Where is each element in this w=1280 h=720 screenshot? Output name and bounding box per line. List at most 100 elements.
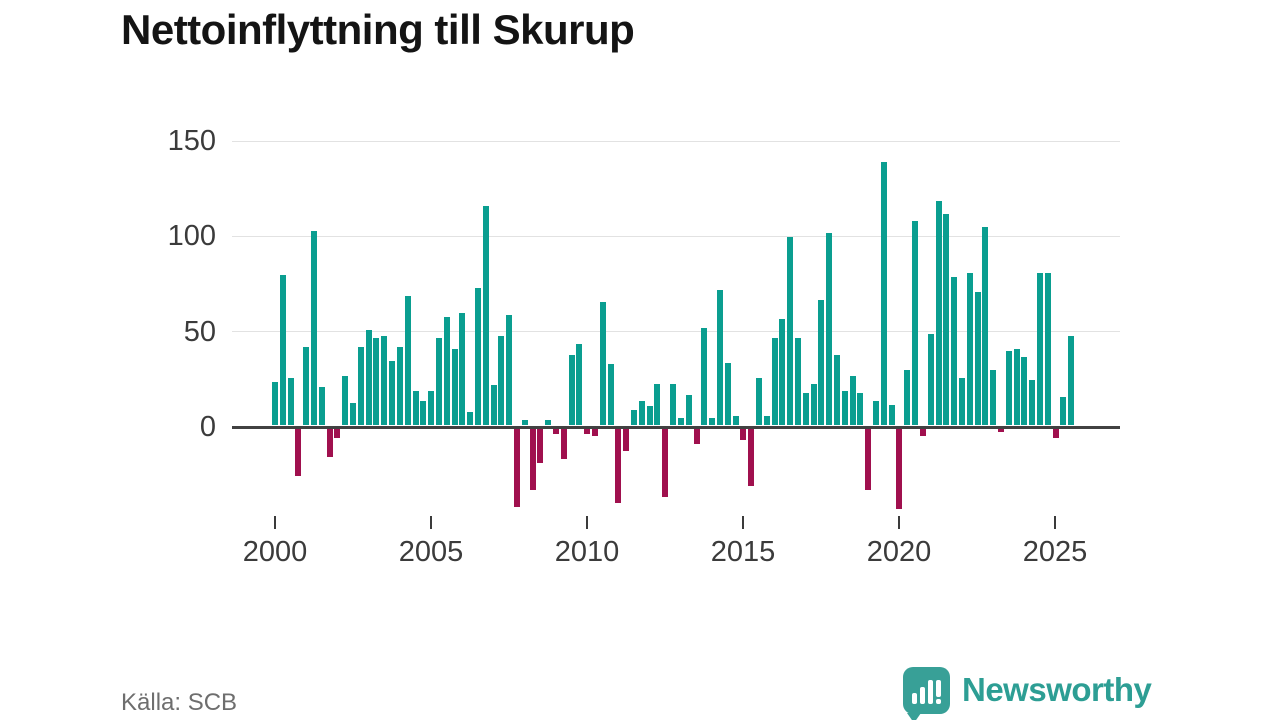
bar-quarter-101	[1060, 396, 1067, 426]
logo-exclamation-dot-icon	[936, 698, 941, 704]
bar-quarter-31	[513, 428, 520, 507]
bar-quarter-3	[295, 428, 302, 477]
bar-quarter-35	[545, 419, 552, 426]
bar-quarter-82	[912, 221, 919, 426]
x-tick-2005	[430, 516, 432, 529]
bar-quarter-11	[357, 347, 364, 426]
bar-quarter-19	[420, 400, 427, 426]
bar-quarter-22	[443, 316, 450, 426]
bar-quarter-98	[1036, 272, 1043, 426]
bar-quarter-67	[795, 337, 801, 426]
bar-quarter-63	[763, 415, 770, 426]
bar-quarter-100	[1052, 428, 1059, 439]
bar-quarter-86	[943, 213, 950, 426]
gridline	[232, 140, 1120, 142]
bar-quarter-2	[287, 377, 294, 426]
bar-quarter-95	[1013, 349, 1020, 426]
bar-quarter-77	[873, 400, 880, 426]
bar-quarter-29	[498, 335, 505, 426]
bar-quarter-66	[787, 236, 794, 426]
bar-quarter-15	[389, 360, 396, 426]
bar-quarter-91	[982, 227, 989, 426]
bar-quarter-6	[318, 387, 325, 426]
bar-quarter-65	[779, 318, 786, 426]
y-axis-label-150: 150	[167, 125, 216, 157]
bar-quarter-14	[381, 335, 388, 426]
bar-quarter-69	[810, 383, 817, 426]
bar-quarter-54	[693, 428, 700, 444]
chart-title: Nettoinflyttning till Skurup	[121, 6, 635, 53]
logo-bar-icon	[928, 679, 933, 704]
bar-quarter-96	[1021, 356, 1028, 426]
bar-quarter-93	[997, 428, 1004, 433]
bar-quarter-28	[490, 385, 497, 426]
x-axis-label-2015: 2015	[710, 536, 776, 568]
bar-quarter-52	[677, 417, 684, 426]
x-axis-label-2010: 2010	[554, 536, 620, 568]
bar-quarter-25	[467, 412, 474, 426]
y-axis-label-100: 100	[167, 220, 216, 252]
x-axis-label-2020: 2020	[866, 536, 932, 568]
bar-quarter-64	[771, 337, 778, 426]
bar-quarter-74	[849, 375, 856, 426]
bar-quarter-70	[818, 299, 825, 426]
bar-quarter-57	[716, 290, 723, 426]
bar-quarter-1	[279, 274, 286, 426]
logo-bar-icon	[912, 692, 917, 704]
bar-quarter-89	[966, 272, 973, 426]
bar-quarter-53	[685, 394, 692, 426]
x-tick-2025	[1054, 516, 1056, 529]
bar-quarter-80	[896, 428, 903, 509]
bar-quarter-75	[857, 393, 864, 426]
bar-quarter-41	[592, 428, 599, 437]
bar-quarter-24	[459, 313, 466, 426]
bar-quarter-12	[365, 330, 372, 426]
bar-quarter-9	[342, 375, 349, 426]
bar-quarter-43	[607, 364, 614, 426]
x-tick-2015	[742, 516, 744, 529]
plot-area	[232, 140, 1120, 516]
y-axis-label-50: 50	[183, 316, 216, 348]
bar-quarter-27	[482, 206, 489, 426]
bar-quarter-68	[802, 393, 809, 426]
bar-quarter-20	[428, 391, 435, 426]
bar-quarter-40	[584, 428, 591, 435]
bar-quarter-44	[615, 428, 622, 503]
bar-quarter-56	[709, 417, 716, 426]
bar-quarter-92	[990, 370, 997, 426]
bar-quarter-13	[373, 337, 380, 426]
bar-quarter-4	[303, 347, 310, 426]
logo-exclamation-icon	[936, 679, 941, 697]
bar-quarter-59	[732, 415, 739, 426]
bar-quarter-62	[755, 377, 762, 426]
x-tick-2020	[898, 516, 900, 529]
gridline	[232, 235, 1120, 237]
bar-quarter-72	[834, 354, 841, 426]
bar-quarter-87	[951, 276, 958, 426]
bar-quarter-48	[646, 406, 653, 426]
x-axis-label-2005: 2005	[398, 536, 464, 568]
bar-quarter-58	[724, 362, 731, 426]
bar-quarter-16	[396, 347, 403, 426]
x-tick-2000	[274, 516, 276, 529]
newsworthy-logo-text: Newsworthy	[962, 671, 1152, 708]
bar-quarter-17	[404, 295, 411, 426]
bar-quarter-78	[880, 162, 887, 426]
newsworthy-logo-icon	[903, 666, 950, 720]
bar-quarter-37	[560, 428, 567, 459]
bar-quarter-45	[623, 428, 630, 452]
bar-quarter-39	[576, 343, 583, 426]
bar-quarter-32	[521, 419, 528, 426]
bar-quarter-90	[974, 292, 981, 426]
source-note: Källa: SCB	[121, 689, 238, 716]
bar-quarter-81	[904, 370, 911, 426]
bar-quarter-46	[631, 410, 638, 426]
bar-quarter-97	[1029, 379, 1036, 426]
bar-quarter-60	[740, 428, 747, 440]
x-axis-label-2000: 2000	[242, 536, 308, 568]
bar-quarter-102	[1068, 335, 1075, 426]
bar-quarter-33	[529, 428, 536, 490]
bar-quarter-83	[919, 428, 926, 437]
bar-quarter-0	[272, 381, 278, 426]
